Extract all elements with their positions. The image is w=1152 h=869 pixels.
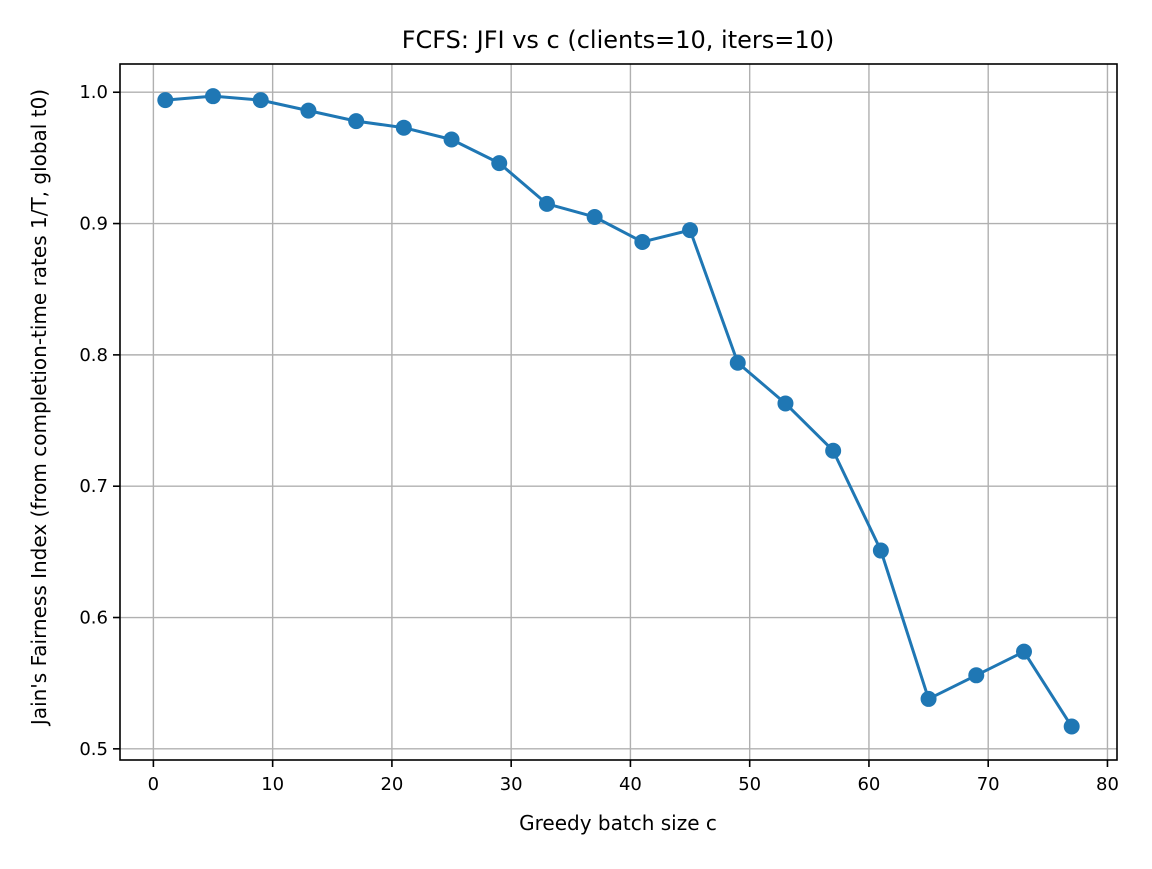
data-point-marker — [205, 88, 222, 105]
x-tick-label: 60 — [857, 774, 880, 795]
y-axis-label: Jain's Fairness Index (from completion-t… — [27, 89, 51, 727]
y-tick-label: 0.7 — [79, 476, 108, 497]
data-point-marker — [682, 222, 699, 239]
series-layer — [157, 88, 1080, 735]
data-point-marker — [443, 131, 460, 148]
data-point-marker — [348, 113, 365, 130]
y-tick-label: 0.9 — [79, 214, 108, 235]
plot-frame — [119, 63, 1118, 761]
data-point-marker — [968, 667, 985, 684]
x-tick-label: 10 — [261, 774, 284, 795]
data-point-marker — [872, 542, 889, 559]
x-tick-label: 0 — [148, 774, 159, 795]
data-point-marker — [729, 354, 746, 371]
grid — [120, 64, 1117, 760]
y-tick-label: 1.0 — [79, 82, 108, 103]
x-tick-label: 20 — [380, 774, 403, 795]
x-tick-label: 40 — [619, 774, 642, 795]
x-tick-label: 30 — [500, 774, 523, 795]
data-point-marker — [395, 119, 412, 136]
data-point-marker — [538, 195, 555, 212]
data-point-marker — [1015, 643, 1032, 660]
data-point-marker — [777, 395, 794, 412]
data-point-marker — [825, 442, 842, 459]
series-line — [163, 94, 1074, 729]
data-point-marker — [1063, 718, 1080, 735]
data-point-marker — [300, 102, 317, 119]
ticks: 0 10 20 30 40 50 60 70 80 0.5 0.6 0.7 0.8 0.9 1.0 — [79, 82, 1119, 795]
x-tick-label: 80 — [1096, 774, 1119, 795]
x-tick-label: 70 — [977, 774, 1000, 795]
data-point-marker — [157, 92, 174, 109]
y-tick-label: 0.8 — [79, 345, 108, 366]
data-point-marker — [920, 690, 937, 707]
y-tick-label: 0.5 — [79, 739, 108, 760]
data-point-marker — [491, 155, 508, 172]
data-point-marker — [586, 208, 603, 225]
x-axis-label: Greedy batch size c — [519, 811, 717, 835]
data-point-marker — [252, 92, 269, 109]
chart-title: FCFS: JFI vs c (clients=10, iters=10) — [402, 26, 835, 54]
y-tick-label: 0.6 — [79, 608, 108, 629]
data-point-marker — [634, 233, 651, 250]
x-tick-label: 50 — [738, 774, 761, 795]
